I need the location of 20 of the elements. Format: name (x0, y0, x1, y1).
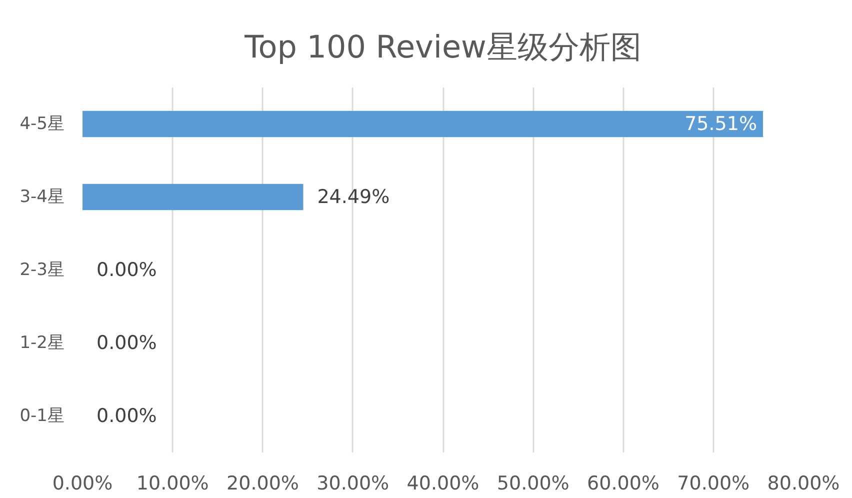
data-label: 24.49% (317, 186, 390, 208)
x-tick-label: 40.00% (406, 472, 480, 494)
x-tick-label: 50.00% (496, 472, 570, 494)
x-tick-label: 80.00% (767, 472, 840, 494)
y-tick-label: 3-4星 (20, 187, 65, 207)
y-tick-label: 0-1星 (20, 406, 65, 426)
data-label: 0.00% (96, 405, 157, 427)
y-tick-label: 4-5星 (20, 114, 65, 134)
x-tick-label: 20.00% (226, 472, 299, 494)
y-tick-label: 2-3星 (20, 260, 65, 280)
x-tick-label: 30.00% (316, 472, 390, 494)
data-label: 0.00% (96, 332, 157, 354)
x-tick-label: 60.00% (587, 472, 660, 494)
y-tick-label: 1-2星 (20, 333, 65, 353)
chart-title: Top 100 Review星级分析图 (244, 30, 642, 66)
x-tick-label: 70.00% (677, 472, 750, 494)
x-tick-label: 0.00% (52, 472, 113, 494)
data-label: 75.51% (684, 113, 758, 135)
data-label: 0.00% (96, 259, 157, 281)
x-tick-label: 10.00% (136, 472, 209, 494)
